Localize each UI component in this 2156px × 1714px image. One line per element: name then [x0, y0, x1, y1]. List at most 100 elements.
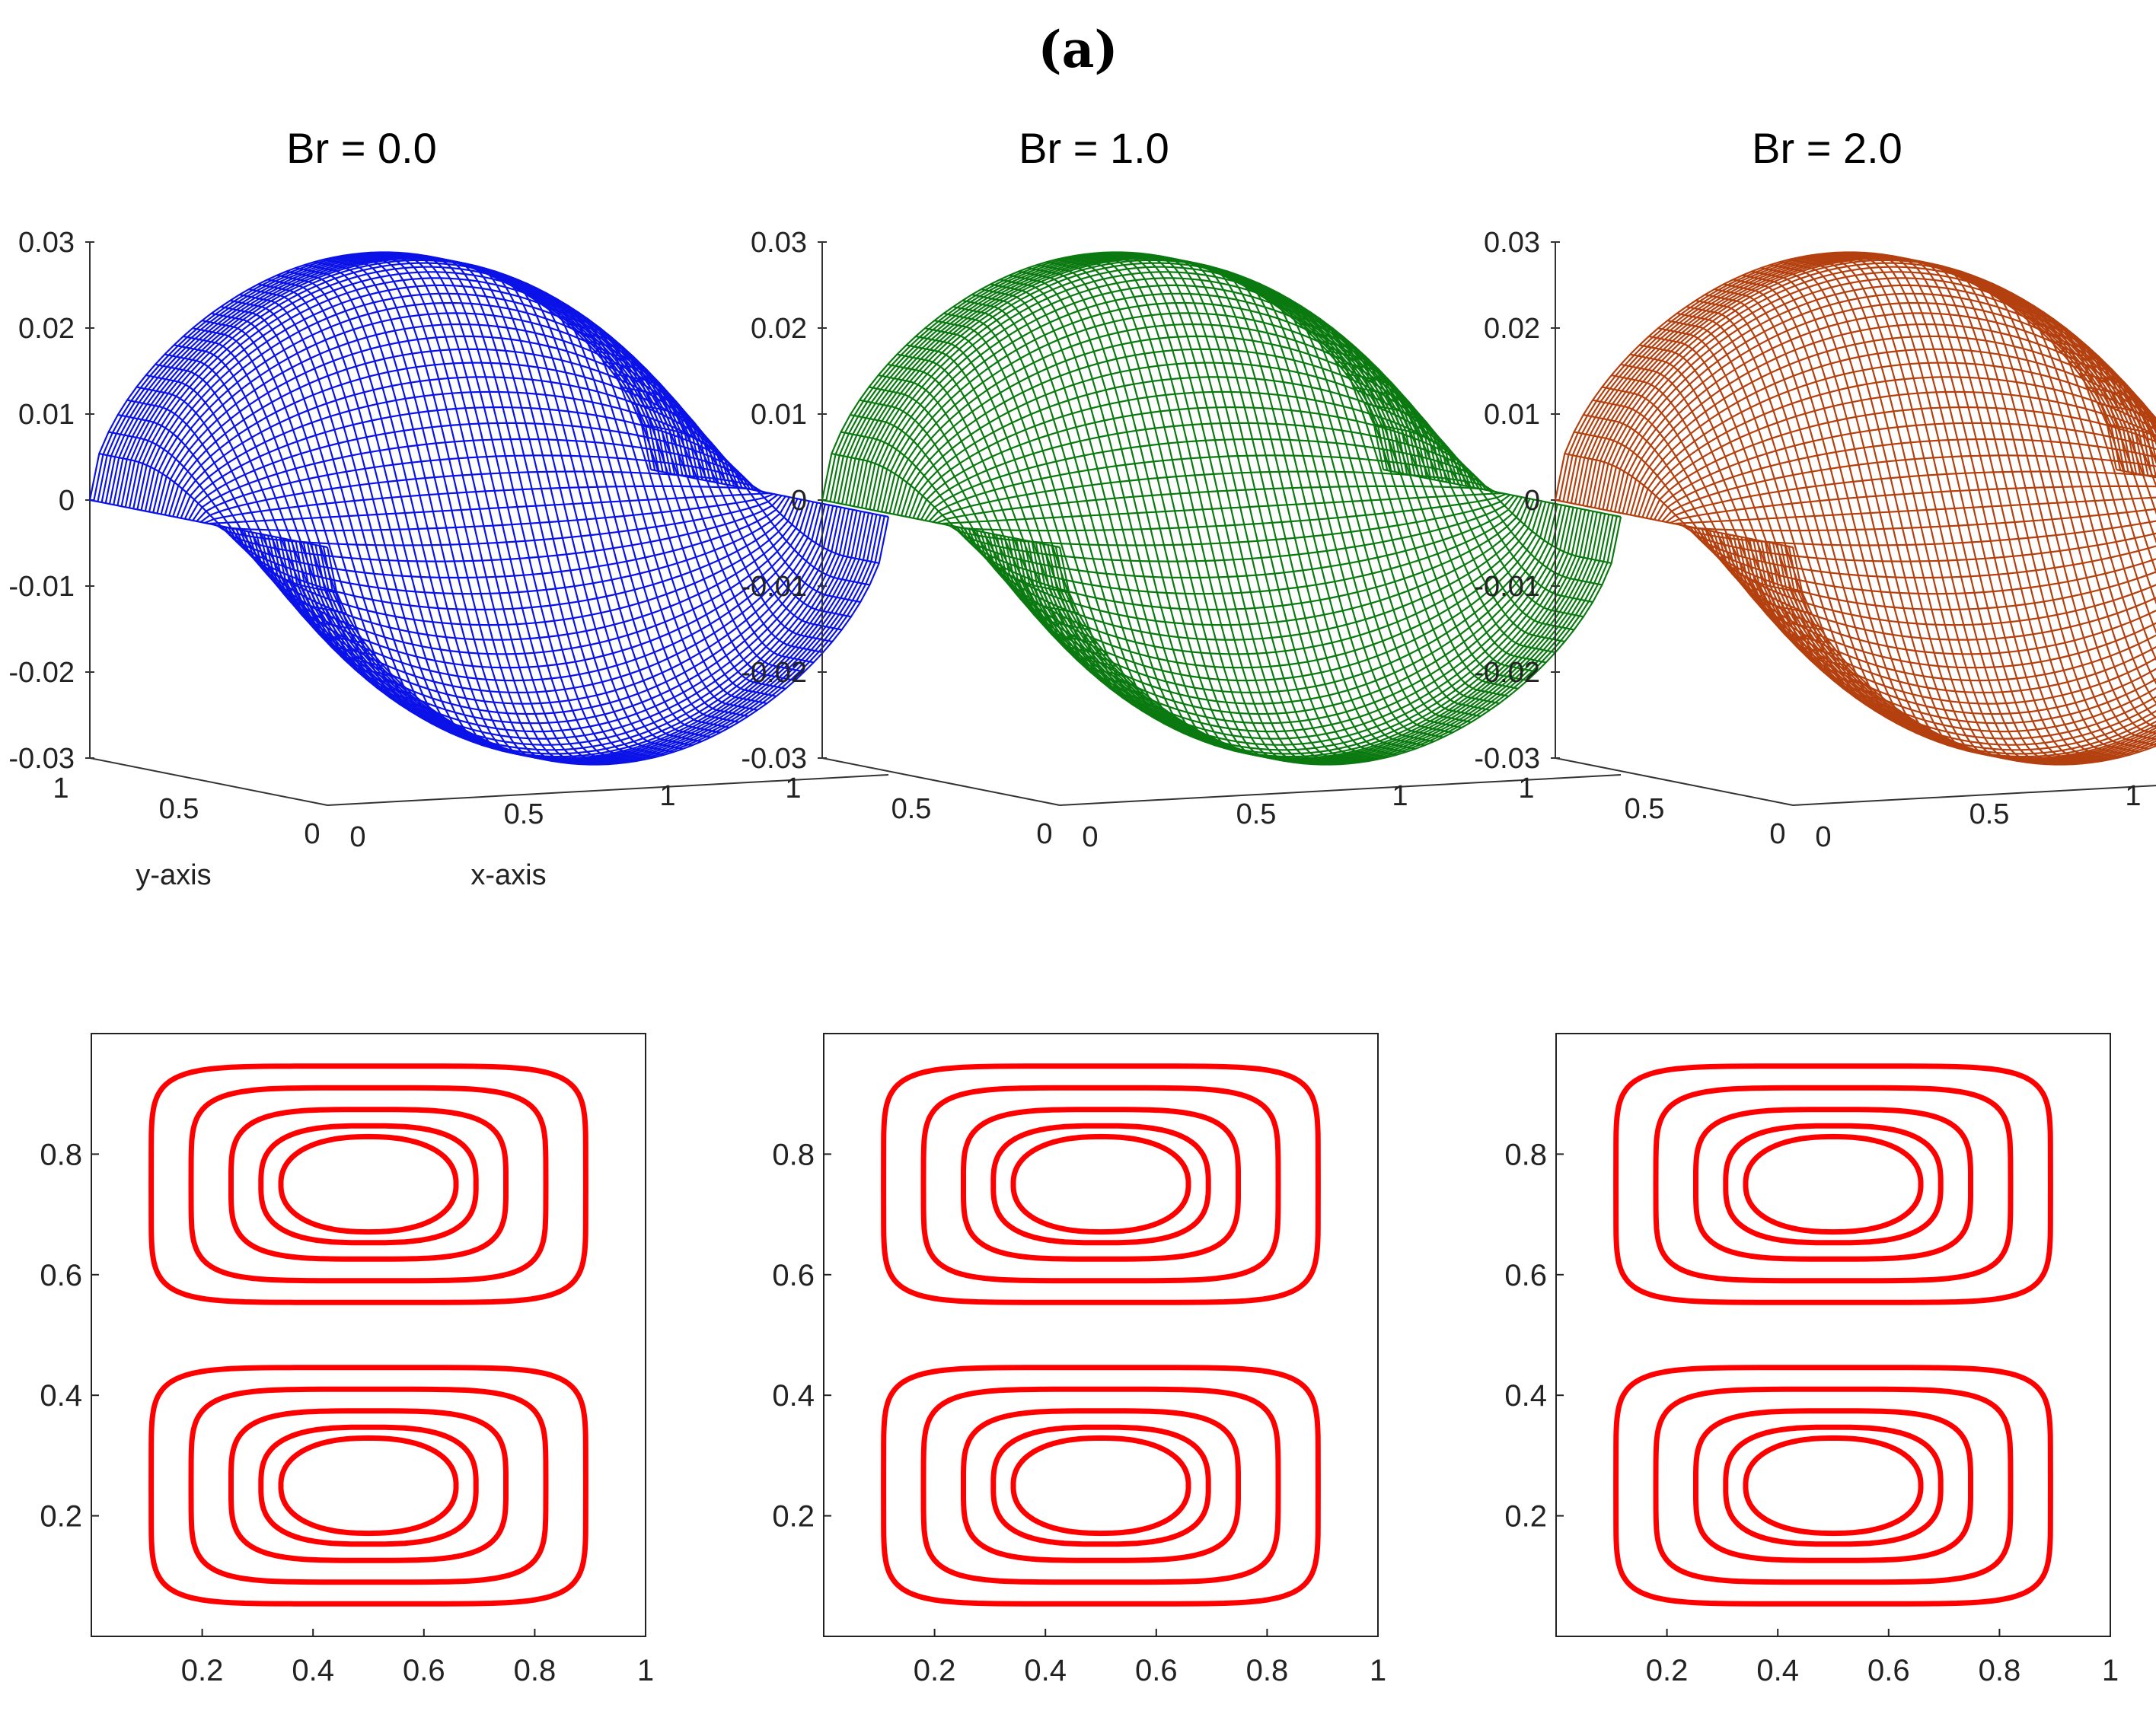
z-tick-label: 0.01 — [18, 399, 75, 431]
y-tick-label: 0.8 — [1504, 1138, 1547, 1171]
mesh-line-y — [821, 499, 1060, 549]
mesh-line-y — [1354, 386, 1593, 604]
mesh-line-y — [1873, 252, 2111, 760]
mesh-line-y — [370, 251, 608, 766]
contour-line — [188, 1085, 549, 1284]
y-tick-label: 0.6 — [772, 1259, 815, 1292]
mesh-line-y — [952, 306, 1191, 728]
panels: Br = 0.00.030.020.010-0.01-0.02-0.0310.5… — [8, 124, 2156, 1687]
contour-lines — [148, 1063, 588, 1607]
mesh-line-y — [1676, 312, 1915, 722]
y-tick-label: 0.5 — [159, 793, 199, 825]
mesh-line-y — [454, 261, 693, 747]
mesh-line-y — [915, 335, 1154, 702]
mesh-line-y — [924, 327, 1163, 709]
y-axis-line — [89, 757, 328, 806]
mesh-line-y — [613, 373, 852, 618]
mesh-line-y — [1976, 284, 2156, 685]
contour-line — [258, 1123, 479, 1246]
mesh-line-y — [1919, 261, 2156, 747]
x-tick-label: 0.4 — [1024, 1654, 1067, 1687]
mesh-line-y — [1816, 253, 2056, 766]
mesh-line-y — [267, 279, 506, 750]
x-axis-label: x-axis — [470, 859, 546, 891]
mesh-line-y — [248, 288, 487, 742]
mesh-line-y — [211, 312, 449, 722]
z-tick-label: -0.03 — [1474, 743, 1540, 775]
mesh-line-y — [1583, 413, 1822, 631]
y-tick-label: 0.5 — [1625, 793, 1665, 825]
mesh-line-y — [1083, 253, 1322, 766]
contour-line — [1693, 1107, 1973, 1262]
mesh-line-y — [2060, 350, 2156, 445]
mesh-line-y — [604, 361, 842, 631]
mesh-line-y — [2050, 340, 2156, 464]
y-tick-label: 0.8 — [40, 1138, 82, 1171]
panel-title: Br = 1.0 — [1019, 124, 1169, 172]
mesh-line-y — [962, 299, 1201, 733]
mesh-line-y — [934, 320, 1172, 715]
mesh-line-y — [257, 283, 496, 746]
mesh-line-y — [416, 253, 655, 759]
z-tick-label: -0.01 — [8, 571, 75, 603]
z-tick-label: -0.01 — [741, 571, 807, 603]
mesh-line-y — [1092, 252, 1332, 766]
x-axis-line — [327, 774, 889, 806]
mesh-line-y — [1037, 263, 1275, 760]
y-axis-line — [821, 757, 1060, 806]
contour-line — [188, 1386, 549, 1585]
mesh-line-y — [538, 301, 777, 697]
contour-line — [278, 1435, 459, 1537]
mesh-line-y — [333, 256, 571, 765]
mesh-line-y — [1261, 295, 1500, 705]
x-tick-label: 0.8 — [1246, 1654, 1289, 1687]
y-tick-label: 0 — [304, 818, 320, 850]
mesh-line-y — [1055, 258, 1294, 763]
contour-panel: 0.2 0.4 0.6 0.8 1 0.2 0.4 0.6 0.8 — [772, 1033, 1386, 1687]
mesh-line-y — [1705, 294, 1943, 738]
mesh-line-y — [99, 453, 337, 594]
z-tick-label: 0 — [1524, 485, 1540, 517]
contour-line — [1613, 1063, 2053, 1305]
mesh-line-y — [557, 315, 796, 682]
contour-line — [1613, 1365, 2053, 1607]
z-tick-label: -0.03 — [741, 743, 807, 775]
mesh-line-y — [1742, 274, 1980, 753]
mesh-line-y — [1327, 350, 1565, 642]
mesh-line-y — [869, 386, 1107, 656]
mesh-line-y — [1317, 340, 1556, 654]
mesh-line-y — [519, 289, 758, 711]
mesh-line-y — [1620, 363, 1859, 677]
contour-line — [1743, 1133, 1924, 1235]
z-tick-label: 0.02 — [1484, 313, 1540, 345]
x-tick-label: 0.5 — [1969, 798, 2010, 830]
contour-line — [961, 1107, 1241, 1262]
y-tick-label: 0 — [1769, 818, 1785, 850]
x-tick-label: 0 — [1815, 821, 1831, 853]
z-tick-label: -0.02 — [741, 657, 807, 689]
mesh-line-y — [1714, 288, 1953, 742]
mesh-line-y — [585, 340, 824, 654]
mesh-line-y — [2069, 361, 2156, 431]
mesh-line-y — [360, 252, 599, 766]
mesh-line-y — [1723, 283, 1962, 746]
contour-line — [881, 1063, 1321, 1305]
y-tick-label: 0.2 — [1504, 1500, 1547, 1534]
contour-line — [1010, 1133, 1191, 1235]
mesh-line-y — [1648, 335, 1887, 702]
surface-mesh — [821, 251, 1622, 766]
mesh-line-y — [1695, 299, 1934, 733]
mesh-line-y — [1149, 253, 1388, 759]
mesh-line-y — [1574, 431, 1812, 614]
mesh-line-y — [1336, 361, 1574, 631]
figure-label: (a) — [1038, 20, 1118, 79]
y-tick-label: 0.6 — [1504, 1259, 1547, 1292]
x-tick-label: 1 — [1392, 780, 1408, 812]
contour-line — [961, 1408, 1241, 1563]
z-tick-label: 0.02 — [18, 313, 75, 345]
mesh-line-y — [426, 255, 665, 756]
contour-line — [1653, 1386, 2014, 1585]
mesh-line-y — [1271, 301, 1509, 697]
surface-panel: Br = 1.00.030.020.010-0.01-0.02-0.0310.5… — [741, 124, 1622, 853]
